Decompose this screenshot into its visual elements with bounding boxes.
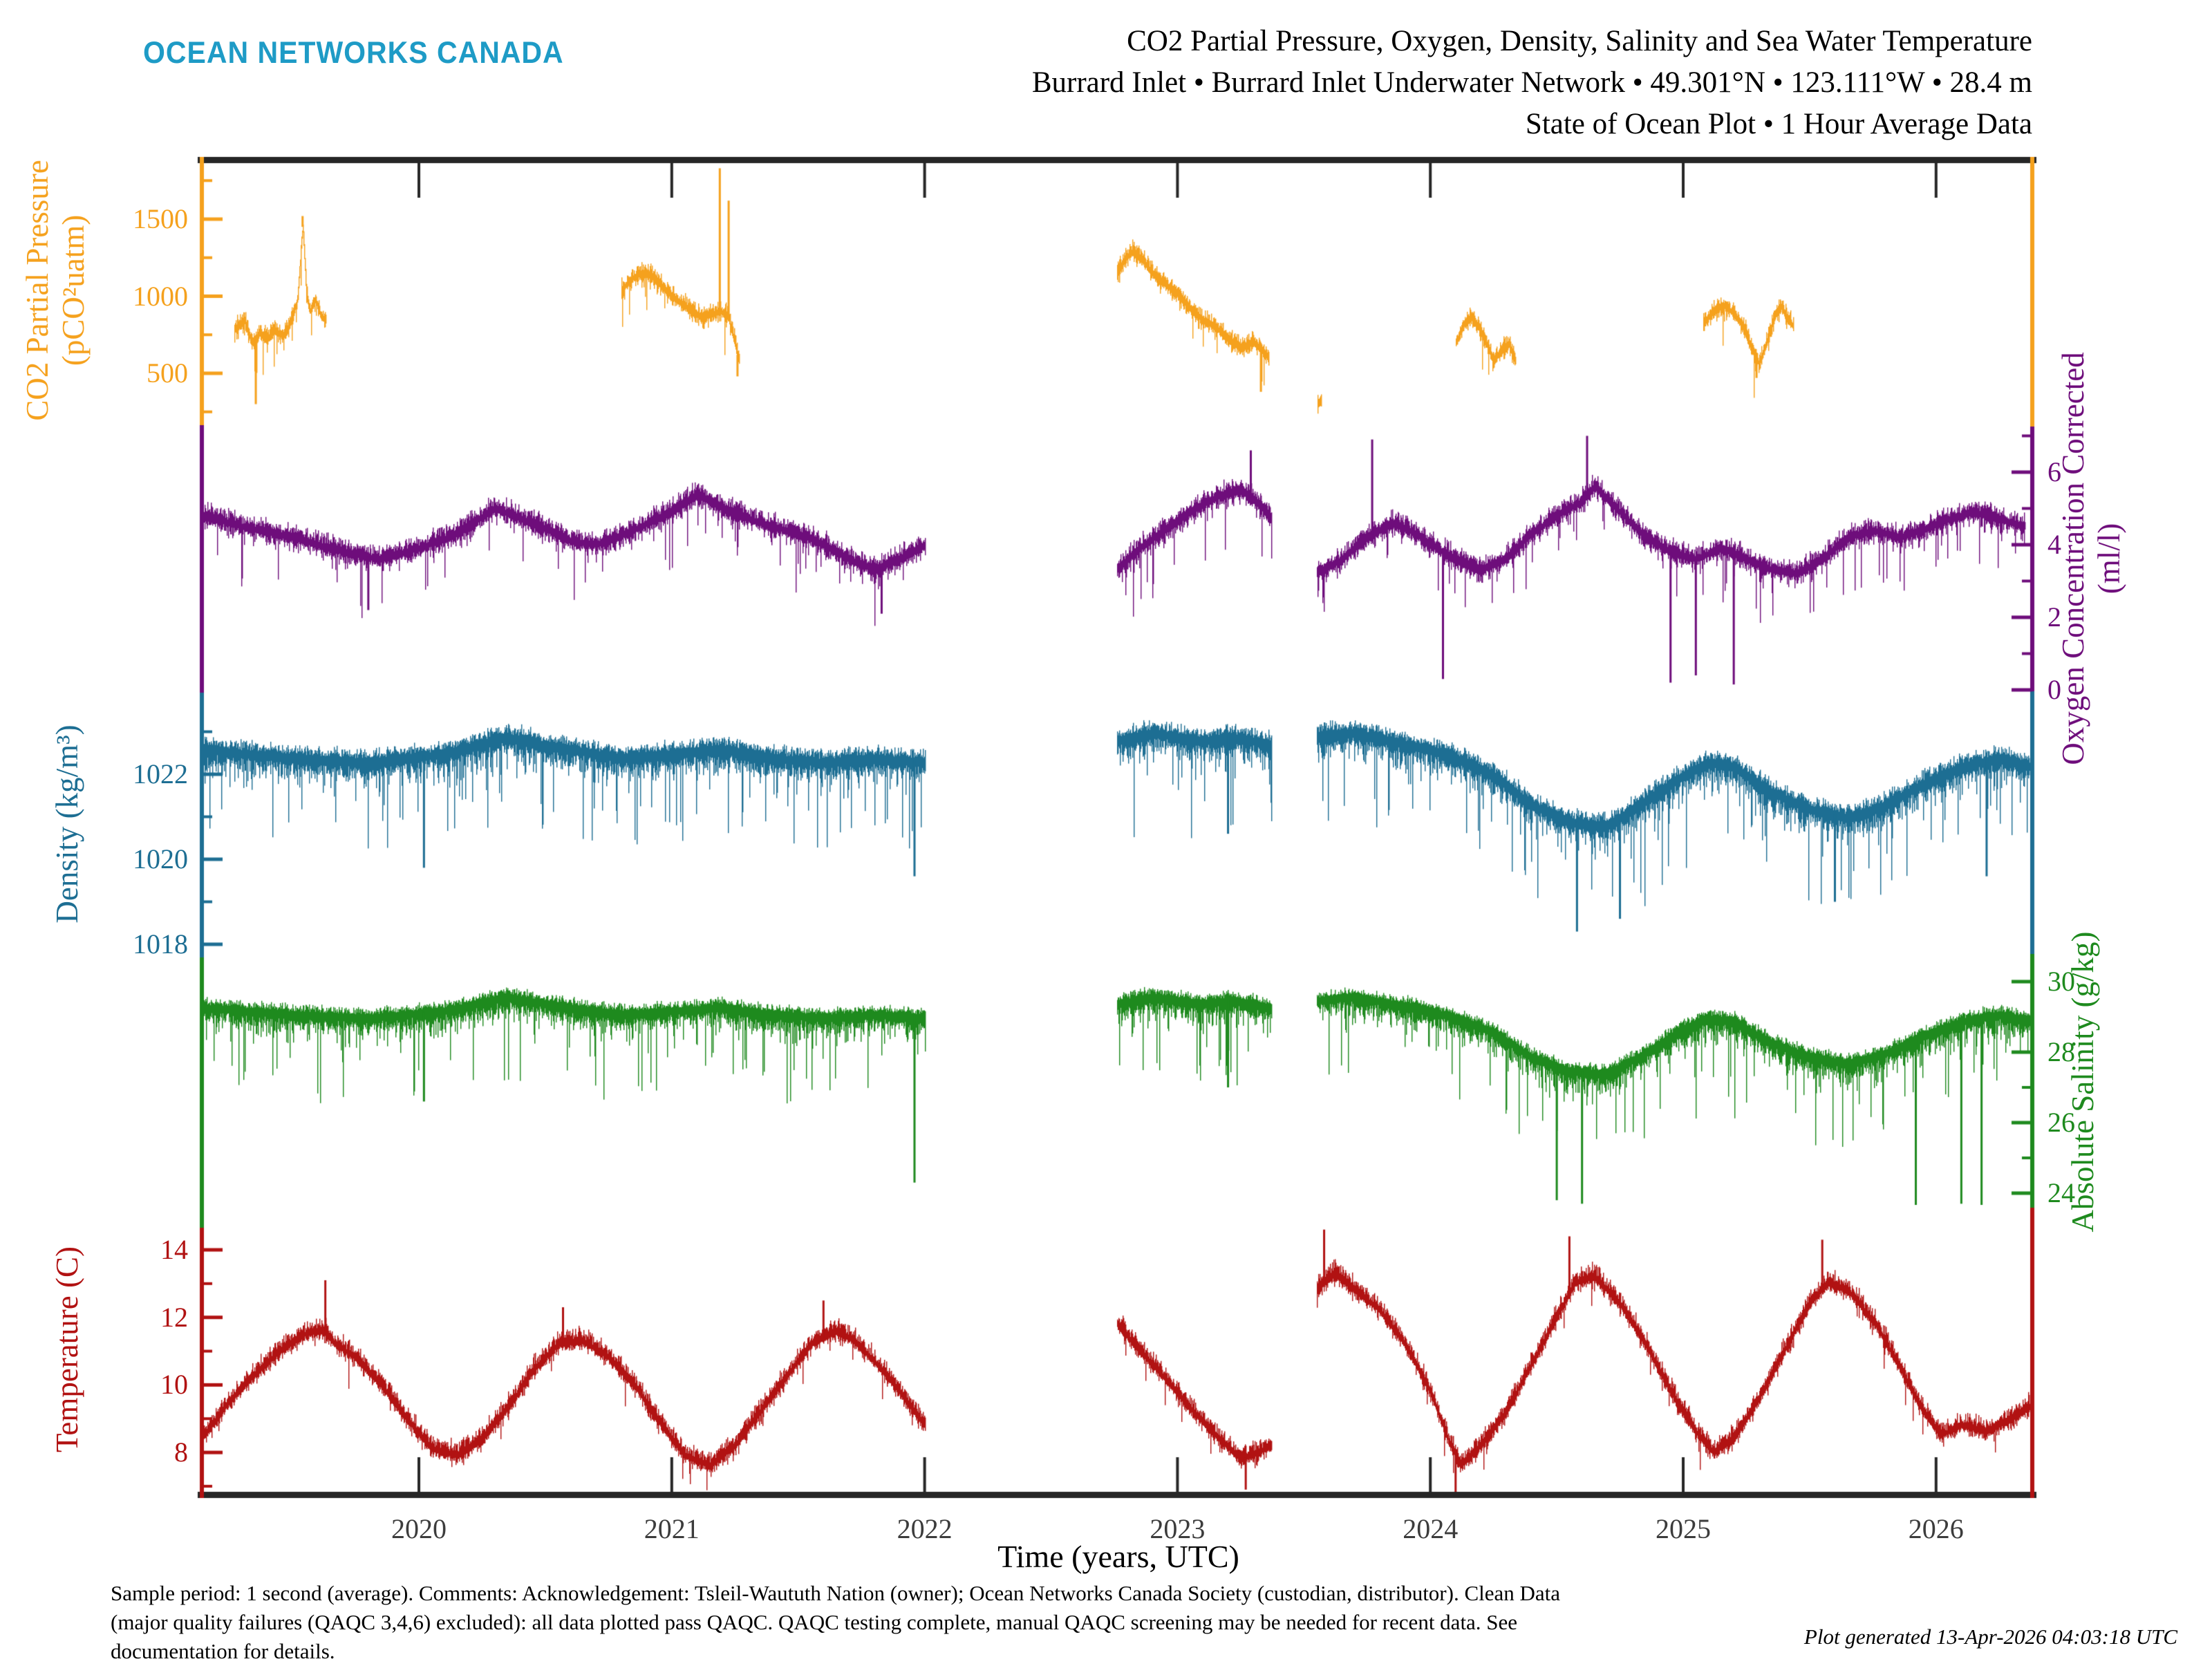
density-tick-label: 1022 [133,758,188,789]
oxygen-axis-label: Oxygen Concentration Corrected (ml/l) [2055,352,2127,765]
x-axis-label: Time (years, UTC) [997,1539,1239,1574]
oxygen-tick-label: 6 [2047,456,2061,487]
x-year-tick-label: 2024 [1403,1513,1459,1544]
footer-line-1: Sample period: 1 second (average). Comme… [111,1581,1561,1605]
co2-tick-label: 1000 [133,280,188,312]
footer-line-3: documentation for details. [111,1639,335,1663]
temperature-tick-label: 12 [160,1301,188,1333]
salinity-tick-label: 24 [2047,1177,2075,1208]
plot-generated-timestamp: Plot generated 13-Apr-2026 04:03:18 UTC [1803,1625,2177,1649]
x-year-tick-label: 2021 [644,1513,700,1544]
co2-tick-label: 1500 [133,203,188,234]
density-tick-label: 1020 [133,843,188,874]
density-axis-label: Density (kg/m³) [50,724,84,924]
x-year-tick-label: 2023 [1150,1513,1206,1544]
plot-title-line-3: State of Ocean Plot • 1 Hour Average Dat… [1525,108,2032,140]
oxygen-tick-label: 4 [2047,529,2061,560]
x-year-tick-label: 2020 [391,1513,447,1544]
plot-title-line-1: CO2 Partial Pressure, Oxygen, Density, S… [1127,25,2032,57]
oxygen-tick-label: 2 [2047,601,2061,633]
temperature-tick-label: 10 [160,1369,188,1401]
co2-tick-label: 500 [147,357,188,389]
plot-title-line-2: Burrard Inlet • Burrard Inlet Underwater… [1031,66,2032,99]
salinity-tick-label: 30 [2047,966,2075,997]
x-year-tick-label: 2026 [1908,1513,1964,1544]
footer-comments: Sample period: 1 second (average). Comme… [111,1579,1560,1666]
salinity-tick-label: 28 [2047,1036,2075,1067]
temperature-tick-label: 14 [160,1234,188,1265]
ocean-networks-canada-logo: OCEAN NETWORKS CANADA [143,35,564,70]
oxygen-axis-label-unit: (ml/l) [2092,523,2126,595]
plot-title: CO2 Partial Pressure, Oxygen, Density, S… [1032,21,2032,145]
density-tick-label: 1018 [133,928,188,960]
temperature-axis-label: Temperature (C) [50,1246,84,1452]
x-year-tick-label: 2022 [897,1513,953,1544]
temperature-tick-label: 8 [174,1436,188,1468]
footer-line-2: (major quality failures (QAQC 3,4,6) exc… [111,1610,1518,1634]
salinity-tick-label: 26 [2047,1107,2075,1138]
x-year-tick-label: 2025 [1656,1513,1711,1544]
oxygen-tick-label: 0 [2047,674,2061,705]
